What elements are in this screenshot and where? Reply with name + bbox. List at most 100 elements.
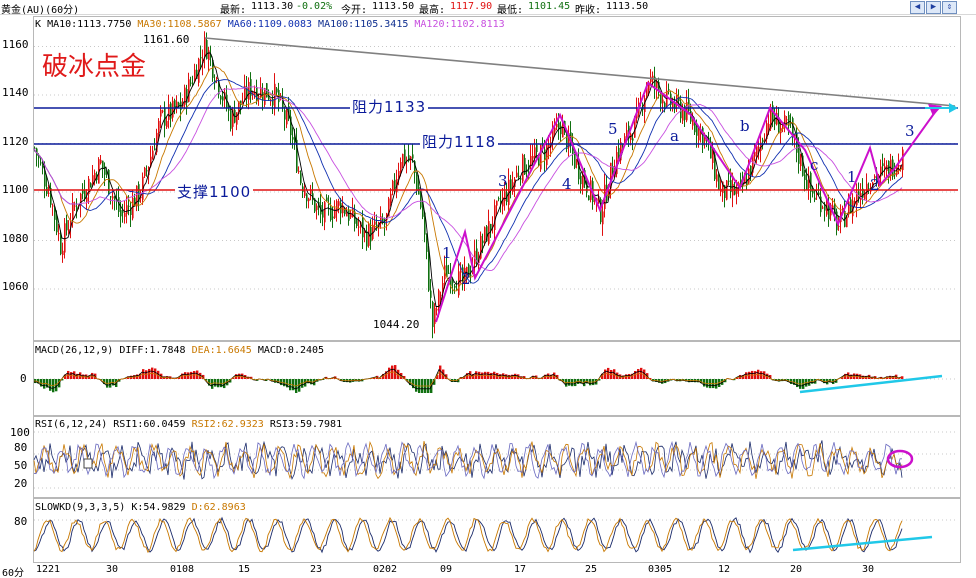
macd-bar xyxy=(556,374,559,379)
candle-body xyxy=(540,144,542,170)
prev-value: 1113.50 xyxy=(606,1,649,12)
macd-bar xyxy=(178,376,181,379)
macd-bar xyxy=(553,372,556,379)
macd-panel[interactable] xyxy=(33,341,961,416)
kd-panel[interactable] xyxy=(33,498,961,563)
candle-body xyxy=(326,197,328,202)
candle-body xyxy=(762,139,764,143)
candle-body xyxy=(338,201,340,206)
candle-body xyxy=(794,134,796,138)
candle-body xyxy=(126,205,128,214)
candle-body xyxy=(454,285,456,288)
candle-body xyxy=(854,201,856,203)
macd-bar xyxy=(769,375,772,379)
latest-label: 最新: xyxy=(220,5,247,16)
macd-bar xyxy=(379,377,382,379)
candle-body xyxy=(746,178,748,186)
candle-body xyxy=(584,170,586,185)
candle-body xyxy=(122,211,124,213)
arrow-updown-icon[interactable]: ⇕ xyxy=(942,1,957,14)
candle-body xyxy=(220,96,222,100)
price-panel[interactable] xyxy=(33,16,961,341)
macd-bar xyxy=(643,369,646,379)
wave-label: 1 xyxy=(847,168,857,186)
macd-bar xyxy=(820,379,823,381)
macd-bar xyxy=(394,365,397,379)
y-tick: 1160 xyxy=(2,38,29,51)
candle-body xyxy=(806,179,808,190)
x-tick: 25 xyxy=(585,564,598,575)
legend-ma100: MA100:1105.3415 xyxy=(318,19,409,30)
candle-body xyxy=(874,176,876,179)
candle-body xyxy=(74,205,76,207)
candle-body xyxy=(230,110,232,129)
candle-body xyxy=(36,148,38,156)
kd-tick: 80 xyxy=(14,515,28,528)
change-value: -0.02% xyxy=(296,1,333,12)
candle-body xyxy=(858,191,860,198)
candle-body xyxy=(136,185,138,207)
rsi-marker xyxy=(83,458,93,469)
symbol-label: 黄金(AU)(60分) xyxy=(1,5,80,16)
arrow-right-icon[interactable]: ▶ xyxy=(926,1,941,14)
candle-body xyxy=(290,116,292,136)
candle-body xyxy=(744,175,746,185)
candle-body xyxy=(508,179,510,205)
period-label[interactable]: 60分 xyxy=(2,568,25,578)
candle-body xyxy=(416,174,418,191)
candle-body xyxy=(802,155,804,176)
candle-body xyxy=(292,137,294,140)
candle-body xyxy=(286,110,288,125)
candle-body xyxy=(414,161,416,174)
candle-body xyxy=(612,166,614,175)
candle-body xyxy=(694,123,696,133)
candle-body xyxy=(754,151,756,157)
candle-body xyxy=(668,89,670,91)
candle-body xyxy=(516,172,518,178)
candle-body xyxy=(226,94,228,109)
candle-body xyxy=(162,110,164,112)
candle-body xyxy=(684,105,686,120)
macd-bar xyxy=(583,379,586,387)
candle-body xyxy=(90,183,92,188)
candle-body xyxy=(110,196,112,198)
candle-body xyxy=(426,233,428,252)
candle-body xyxy=(518,175,520,177)
candle-body xyxy=(404,149,406,164)
candle-body xyxy=(788,114,790,126)
wave-label: 4 xyxy=(562,175,572,193)
x-tick: 23 xyxy=(310,564,323,575)
candle-body xyxy=(268,96,270,100)
candle-body xyxy=(502,197,504,207)
candle-body xyxy=(54,206,56,220)
candle-body xyxy=(902,149,904,171)
candle-body xyxy=(276,88,278,93)
macd-bar xyxy=(382,373,385,379)
candle-body xyxy=(84,190,86,199)
candle-body xyxy=(172,100,174,118)
arrow-left-icon[interactable]: ◀ xyxy=(910,1,925,14)
candle-body xyxy=(398,170,400,179)
candle-body xyxy=(146,170,148,172)
candle-body xyxy=(300,173,302,184)
macd-bar xyxy=(742,375,745,379)
candle-body xyxy=(752,155,754,173)
macd-bar xyxy=(304,379,307,387)
candle-body xyxy=(646,87,648,96)
x-tick: 30 xyxy=(862,564,875,575)
candle-body xyxy=(804,174,806,181)
candle-body xyxy=(112,196,114,199)
candle-body xyxy=(344,208,346,215)
candle-body xyxy=(206,39,208,59)
macd-bar xyxy=(439,365,442,379)
candle-body xyxy=(356,219,358,227)
ma30-line xyxy=(33,66,903,292)
candle-body xyxy=(418,187,420,195)
macd-bar xyxy=(847,372,850,379)
candle-body xyxy=(630,133,632,141)
candle-body xyxy=(332,216,334,219)
macd-bar xyxy=(406,379,409,382)
rsi-panel[interactable] xyxy=(33,416,961,498)
x-tick: 0108 xyxy=(170,564,195,575)
